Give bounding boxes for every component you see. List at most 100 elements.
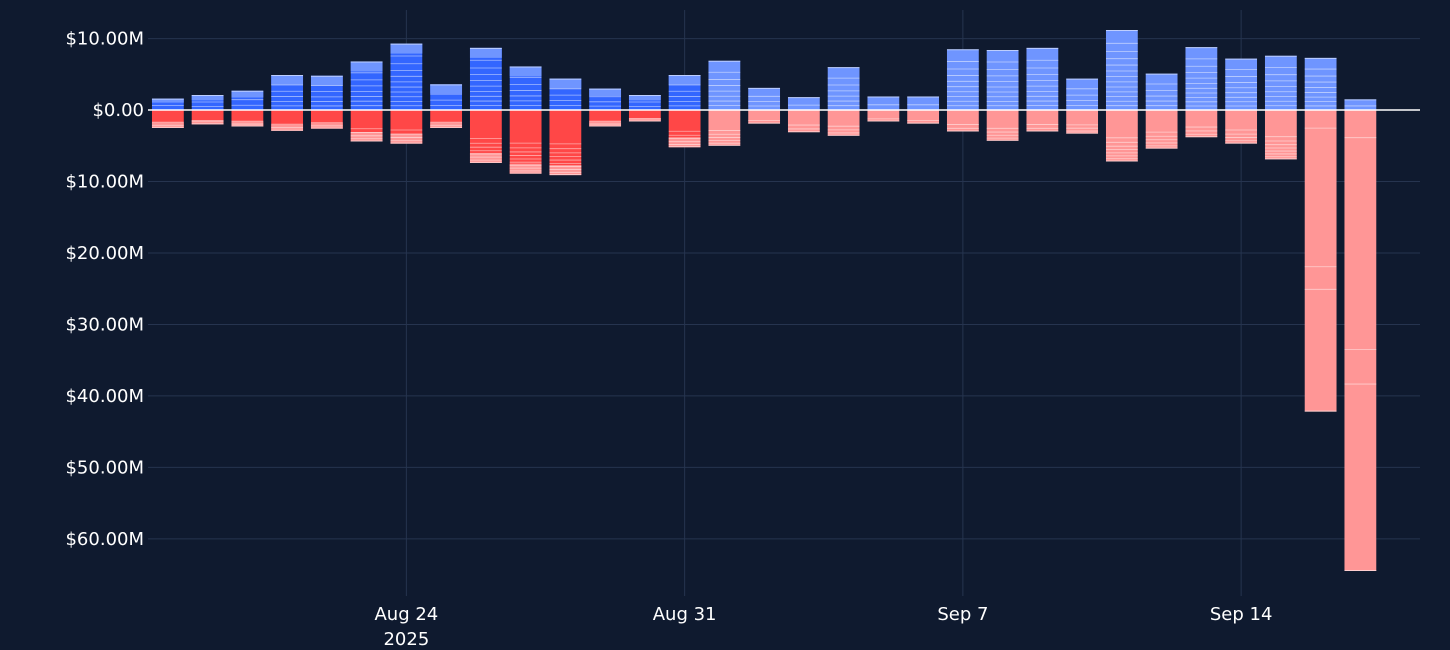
positive-bar-fill — [1185, 47, 1218, 111]
bar-positive-2025-09-15[interactable] — [1264, 55, 1297, 111]
negative-bar-cap — [390, 133, 423, 144]
bar-negative-2025-09-13[interactable] — [1185, 110, 1218, 138]
positive-bar-cap — [549, 78, 582, 89]
positive-bar-fill — [1264, 55, 1297, 111]
bar-positive-2025-09-05[interactable] — [867, 96, 900, 111]
bar-positive-2025-08-28[interactable] — [549, 78, 582, 111]
bar-negative-2025-09-01[interactable] — [708, 110, 741, 146]
negative-bar-fill — [1105, 110, 1138, 162]
negative-bar-fill — [509, 110, 542, 174]
bar-negative-2025-08-29[interactable] — [589, 110, 622, 127]
bar-positive-2025-08-19[interactable] — [191, 95, 224, 111]
bar-positive-2025-08-27[interactable] — [509, 66, 542, 111]
negative-bar-fill — [628, 110, 661, 122]
negative-bar-fill — [907, 110, 940, 124]
positive-bar-fill — [787, 97, 820, 111]
bar-negative-2025-09-07[interactable] — [946, 110, 979, 132]
bar-negative-2025-08-24[interactable] — [390, 110, 423, 144]
negative-bar-cap — [668, 137, 701, 148]
bar-positive-2025-08-18[interactable] — [151, 98, 184, 111]
y-tick-label: $60.00M — [65, 529, 144, 550]
bar-negative-2025-09-15[interactable] — [1264, 110, 1297, 160]
bar-negative-2025-09-03[interactable] — [787, 110, 820, 133]
bar-negative-2025-08-19[interactable] — [191, 110, 224, 125]
bar-positive-2025-09-07[interactable] — [946, 49, 979, 111]
bar-positive-2025-08-24[interactable] — [390, 43, 423, 111]
positive-bar-fill — [1344, 99, 1377, 111]
bar-positive-2025-09-12[interactable] — [1145, 73, 1178, 111]
positive-bar-fill — [1225, 58, 1258, 111]
positive-bar-fill — [1145, 73, 1178, 111]
positive-bar-fill — [907, 96, 940, 111]
bar-negative-2025-09-02[interactable] — [748, 110, 781, 124]
bar-negative-2025-09-06[interactable] — [907, 110, 940, 124]
bar-positive-2025-08-22[interactable] — [310, 75, 343, 111]
bar-negative-2025-09-10[interactable] — [1066, 110, 1099, 134]
x-tick-label: Aug 24 — [374, 604, 438, 625]
bar-negative-2025-09-05[interactable] — [867, 110, 900, 122]
positive-bar-fill — [986, 50, 1019, 111]
negative-bar-fill — [1344, 110, 1377, 571]
positive-bar-cap — [430, 84, 463, 94]
bar-negative-2025-09-12[interactable] — [1145, 110, 1178, 149]
positive-bar-cap — [191, 95, 224, 101]
bar-positive-2025-09-09[interactable] — [1026, 47, 1059, 111]
bar-negative-2025-08-23[interactable] — [350, 110, 383, 142]
negative-bar-fill — [827, 110, 860, 136]
bar-positive-2025-09-08[interactable] — [986, 50, 1019, 111]
bar-positive-2025-08-29[interactable] — [589, 88, 622, 111]
bar-negative-2025-08-22[interactable] — [310, 110, 343, 129]
bars — [151, 30, 1377, 571]
bar-negative-2025-08-28[interactable] — [549, 110, 582, 176]
bar-positive-2025-08-20[interactable] — [231, 90, 264, 111]
bar-negative-2025-09-14[interactable] — [1225, 110, 1258, 144]
bar-positive-2025-08-25[interactable] — [430, 84, 463, 111]
bar-positive-2025-09-17[interactable] — [1344, 99, 1377, 111]
negative-bar-fill — [748, 110, 781, 124]
positive-bar-cap — [390, 43, 423, 54]
bar-negative-2025-08-18[interactable] — [151, 110, 184, 128]
bar-positive-2025-09-01[interactable] — [708, 60, 741, 111]
positive-bar-fill — [748, 87, 781, 111]
negative-bar-fill — [1026, 110, 1059, 132]
positive-bar-fill — [1304, 57, 1337, 111]
bar-negative-2025-08-25[interactable] — [430, 110, 463, 128]
bar-positive-2025-09-11[interactable] — [1105, 30, 1138, 111]
bar-negative-2025-08-21[interactable] — [271, 110, 304, 131]
x-tick-label: Sep 14 — [1210, 604, 1273, 625]
bar-positive-2025-09-16[interactable] — [1304, 57, 1337, 111]
negative-bar-cap — [350, 132, 383, 142]
bar-negative-2025-08-31[interactable] — [668, 110, 701, 148]
bar-negative-2025-08-26[interactable] — [469, 110, 502, 163]
bar-negative-2025-09-16[interactable] — [1304, 110, 1337, 412]
negative-bar-fill — [867, 110, 900, 122]
bar-negative-2025-08-27[interactable] — [509, 110, 542, 174]
bar-negative-2025-09-17[interactable] — [1344, 110, 1377, 571]
bar-negative-2025-09-04[interactable] — [827, 110, 860, 136]
bar-positive-2025-09-02[interactable] — [748, 87, 781, 111]
positive-bar-fill — [1026, 47, 1059, 111]
positive-bar-fill — [946, 49, 979, 111]
bar-negative-2025-09-08[interactable] — [986, 110, 1019, 141]
bar-negative-2025-09-11[interactable] — [1105, 110, 1138, 162]
bar-positive-2025-08-30[interactable] — [628, 95, 661, 111]
y-tick-label: $30.00M — [65, 314, 144, 335]
positive-bar-cap — [509, 66, 542, 77]
negative-bar-cap — [628, 118, 661, 122]
negative-bar-fill — [708, 110, 741, 146]
bar-negative-2025-09-09[interactable] — [1026, 110, 1059, 132]
positive-bar-cap — [350, 61, 383, 72]
bar-positive-2025-09-04[interactable] — [827, 67, 860, 111]
bar-positive-2025-09-03[interactable] — [787, 97, 820, 111]
bar-positive-2025-08-23[interactable] — [350, 61, 383, 111]
bar-positive-2025-09-06[interactable] — [907, 96, 940, 111]
bar-negative-2025-08-30[interactable] — [628, 110, 661, 122]
bar-positive-2025-09-10[interactable] — [1066, 78, 1099, 111]
bar-positive-2025-09-13[interactable] — [1185, 47, 1218, 111]
bar-positive-2025-08-26[interactable] — [469, 47, 502, 111]
bar-negative-2025-08-20[interactable] — [231, 110, 264, 127]
bar-positive-2025-09-14[interactable] — [1225, 58, 1258, 111]
bar-positive-2025-08-31[interactable] — [668, 75, 701, 111]
bar-positive-2025-08-21[interactable] — [271, 75, 304, 111]
negative-bar-fill — [787, 110, 820, 133]
